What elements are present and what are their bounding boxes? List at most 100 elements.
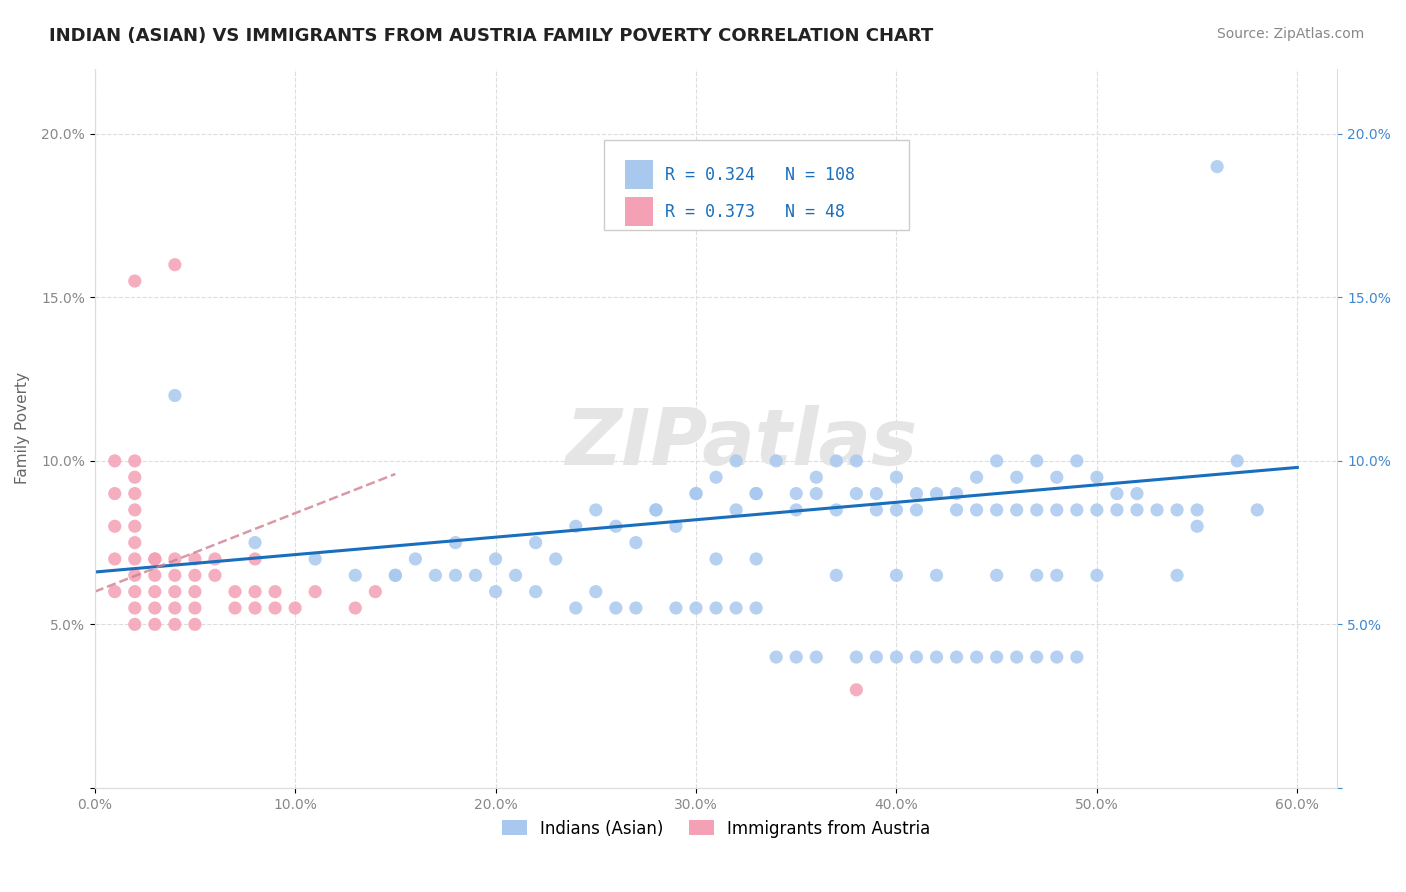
Point [384, 568, 406, 582]
Point [585, 503, 607, 517]
Point [685, 486, 707, 500]
Point [624, 535, 647, 549]
Point [905, 650, 928, 665]
Point [765, 650, 787, 665]
Point [143, 601, 166, 615]
Point [1046, 650, 1069, 665]
Point [344, 568, 367, 582]
Point [845, 486, 868, 500]
Point [704, 552, 727, 566]
Point [124, 519, 146, 533]
Point [1066, 503, 1088, 517]
Point [725, 503, 748, 517]
Point [725, 454, 748, 468]
Point [484, 584, 506, 599]
Point [1246, 503, 1268, 517]
Point [825, 454, 848, 468]
Point [624, 601, 647, 615]
Point [1226, 454, 1249, 468]
Point [544, 552, 567, 566]
Point [163, 601, 186, 615]
Point [986, 568, 1008, 582]
Text: R = 0.324   N = 108: R = 0.324 N = 108 [665, 166, 855, 184]
Point [364, 584, 387, 599]
Point [204, 568, 226, 582]
Point [564, 519, 586, 533]
Point [284, 601, 307, 615]
Y-axis label: Family Poverty: Family Poverty [15, 372, 30, 484]
Point [806, 650, 828, 665]
Point [304, 552, 326, 566]
Point [344, 601, 367, 615]
Point [224, 601, 246, 615]
Point [1025, 454, 1047, 468]
Point [986, 650, 1008, 665]
Text: INDIAN (ASIAN) VS IMMIGRANTS FROM AUSTRIA FAMILY POVERTY CORRELATION CHART: INDIAN (ASIAN) VS IMMIGRANTS FROM AUSTRI… [49, 27, 934, 45]
Point [704, 470, 727, 484]
Point [1066, 454, 1088, 468]
Point [124, 552, 146, 566]
Point [124, 584, 146, 599]
FancyBboxPatch shape [626, 161, 652, 189]
Text: ZIPatlas: ZIPatlas [565, 405, 917, 481]
Point [204, 552, 226, 566]
Point [1046, 503, 1069, 517]
FancyBboxPatch shape [626, 197, 652, 227]
Point [966, 503, 988, 517]
Point [1185, 503, 1208, 517]
Point [966, 650, 988, 665]
Point [1005, 503, 1028, 517]
Point [1146, 503, 1168, 517]
Point [1025, 568, 1047, 582]
Point [184, 552, 207, 566]
Point [745, 552, 768, 566]
Point [224, 584, 246, 599]
Point [645, 503, 668, 517]
Point [945, 486, 967, 500]
Point [685, 486, 707, 500]
Point [925, 568, 948, 582]
Point [905, 486, 928, 500]
Point [605, 519, 627, 533]
Text: R = 0.373   N = 48: R = 0.373 N = 48 [665, 202, 845, 221]
Point [124, 617, 146, 632]
Point [966, 470, 988, 484]
Point [785, 503, 807, 517]
Point [945, 503, 967, 517]
Point [1085, 470, 1108, 484]
Point [1166, 503, 1188, 517]
Point [104, 584, 127, 599]
Point [1025, 650, 1047, 665]
Text: Source: ZipAtlas.com: Source: ZipAtlas.com [1216, 27, 1364, 41]
Point [945, 650, 967, 665]
Point [124, 486, 146, 500]
Point [1066, 650, 1088, 665]
Point [1025, 503, 1047, 517]
Point [163, 552, 186, 566]
Point [143, 584, 166, 599]
Point [704, 601, 727, 615]
Point [264, 601, 287, 615]
Point [1085, 503, 1108, 517]
Point [785, 650, 807, 665]
Point [124, 568, 146, 582]
Point [464, 568, 486, 582]
Point [104, 486, 127, 500]
Point [124, 601, 146, 615]
Point [505, 568, 527, 582]
Point [124, 454, 146, 468]
Point [404, 552, 426, 566]
Point [184, 568, 207, 582]
Point [264, 584, 287, 599]
Point [886, 650, 908, 665]
Point [163, 584, 186, 599]
Point [825, 568, 848, 582]
Point [124, 470, 146, 484]
Point [143, 617, 166, 632]
Point [163, 568, 186, 582]
Point [725, 601, 748, 615]
Point [865, 503, 887, 517]
Point [1166, 568, 1188, 582]
Point [745, 486, 768, 500]
Point [1105, 503, 1128, 517]
